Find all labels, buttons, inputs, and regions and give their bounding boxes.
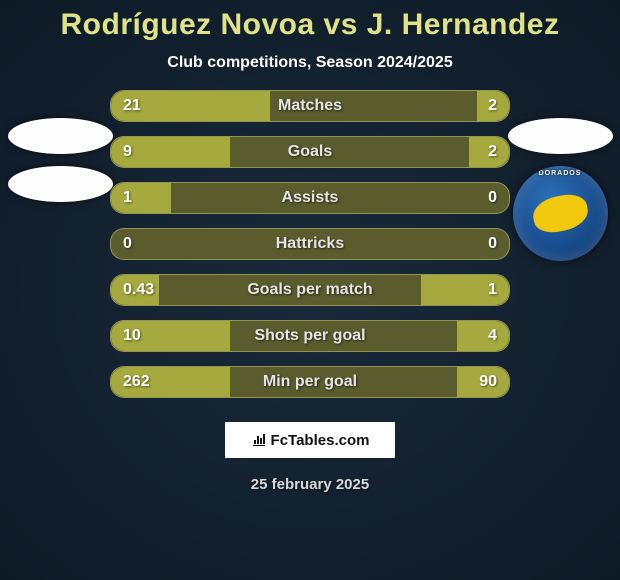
stat-label: Min per goal — [111, 373, 509, 391]
chart-icon — [251, 431, 267, 450]
stat-row: 10Assists — [110, 182, 510, 214]
branding-badge: FcTables.com — [225, 422, 395, 458]
right-team-badge: DORADOS — [513, 166, 608, 261]
stat-label: Hattricks — [111, 235, 509, 253]
stat-row: 0.431Goals per match — [110, 274, 510, 306]
page-title: Rodríguez Novoa vs J. Hernandez — [0, 0, 620, 42]
left-team-badge — [8, 118, 113, 154]
right-team-badge — [508, 118, 613, 154]
stat-label: Goals per match — [111, 281, 509, 299]
stat-label: Goals — [111, 143, 509, 161]
branding-text: FcTables.com — [271, 432, 370, 449]
stat-label: Assists — [111, 189, 509, 207]
stats-comparison: 212Matches 92Goals 10Assists 00Hattricks 0.4… — [110, 90, 510, 398]
stat-row: 212Matches — [110, 90, 510, 122]
subtitle: Club competitions, Season 2024/2025 — [0, 54, 620, 72]
stat-row: 92Goals — [110, 136, 510, 168]
date-label: 25 february 2025 — [0, 476, 620, 493]
stat-row: 104Shots per goal — [110, 320, 510, 352]
badge-label: DORADOS — [539, 170, 582, 177]
left-team-badge — [8, 166, 113, 202]
fish-icon — [530, 191, 590, 235]
stat-row: 00Hattricks — [110, 228, 510, 260]
stat-row: 26290Min per goal — [110, 366, 510, 398]
left-badge-column — [5, 118, 115, 202]
stat-label: Matches — [111, 97, 509, 115]
right-badge-column: DORADOS — [505, 118, 615, 261]
stat-label: Shots per goal — [111, 327, 509, 345]
